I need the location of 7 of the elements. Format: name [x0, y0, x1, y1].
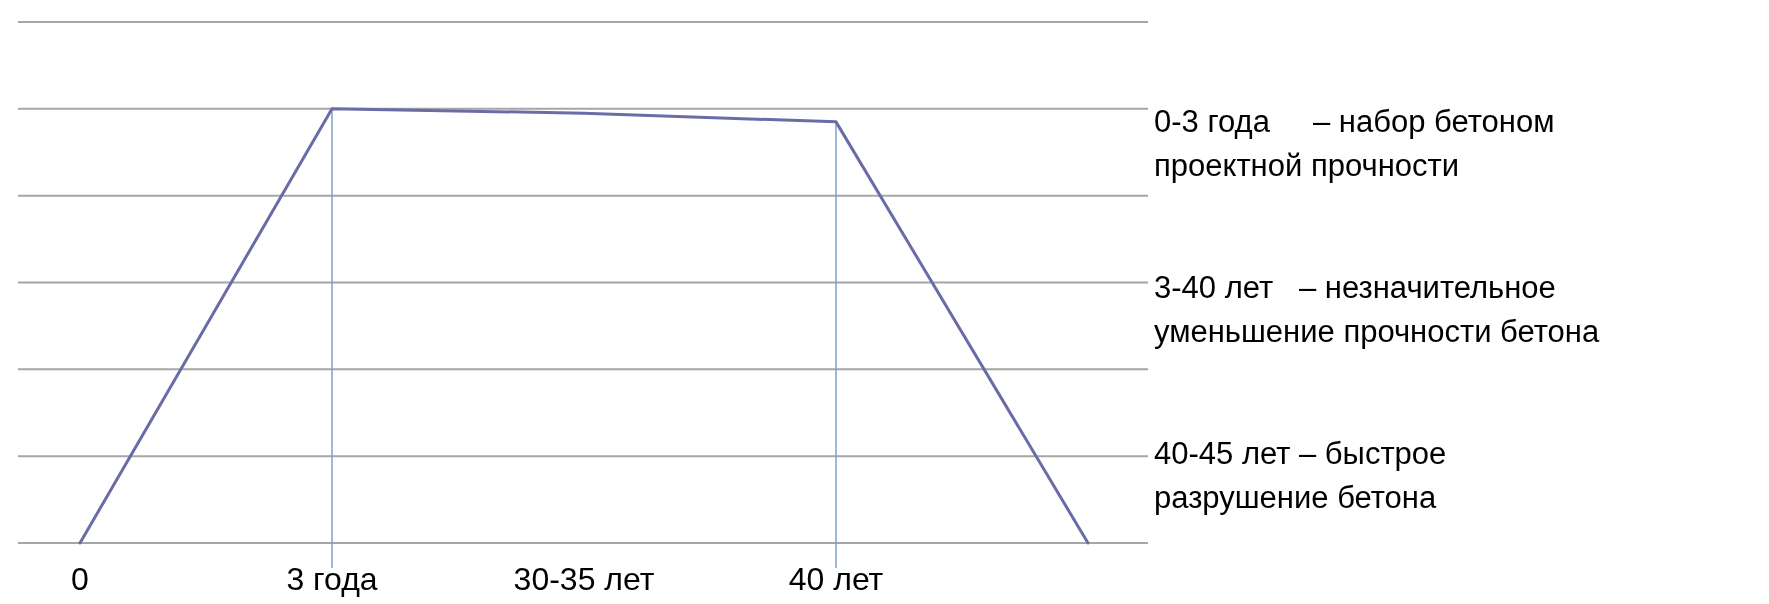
x-tick-label: 30-35 лет: [513, 561, 655, 597]
x-tick-label: 0: [71, 561, 89, 597]
text: 3-40 лет – незначительное уменьшение прочности бетона: [1154, 270, 1600, 349]
text: 0-3 года – набор бетоном проектной прочности: [1154, 104, 1555, 183]
x-tick-label: 40 лет: [788, 561, 884, 597]
text: 40-45 лет – быстрое разрушение бетона: [1154, 436, 1447, 515]
x-tick-label: 3 года: [286, 561, 378, 597]
